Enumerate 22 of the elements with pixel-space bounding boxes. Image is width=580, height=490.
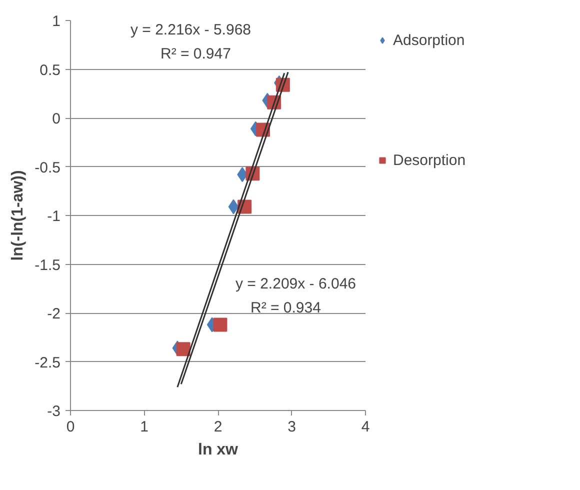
y-tick-label: -1	[47, 208, 61, 225]
x-tick-label: 1	[140, 418, 148, 436]
y-tick-label: 1	[52, 13, 60, 30]
x-axis-title: ln xw	[198, 442, 239, 458]
legend-label: Desorption	[393, 152, 466, 168]
y-axis-title: ln(-ln(1-aw))	[10, 170, 27, 261]
y-tick-label: -0.5	[34, 159, 61, 176]
annotation: y = 2.209x - 6.046	[236, 276, 356, 292]
annotation: R² = 0.934	[250, 300, 321, 316]
x-tick-label: 0	[66, 418, 75, 436]
y-tick-label: -3	[47, 403, 61, 420]
y-tick-label: 0	[52, 110, 60, 128]
legend-label: Adsorption	[393, 32, 465, 48]
y-tick-label: 0.5	[40, 62, 61, 79]
x-tick-label: 4	[361, 418, 370, 436]
y-tick-label: -2.5	[34, 354, 61, 372]
x-tick-label: 2	[214, 418, 222, 436]
y-tick-label: -1.5	[34, 256, 61, 274]
x-tick-label: 3	[288, 418, 296, 436]
annotation: R² = 0.947	[160, 46, 231, 62]
annotation: y = 2.216x - 5.968	[130, 22, 251, 38]
y-tick-label: -2	[47, 306, 61, 322]
